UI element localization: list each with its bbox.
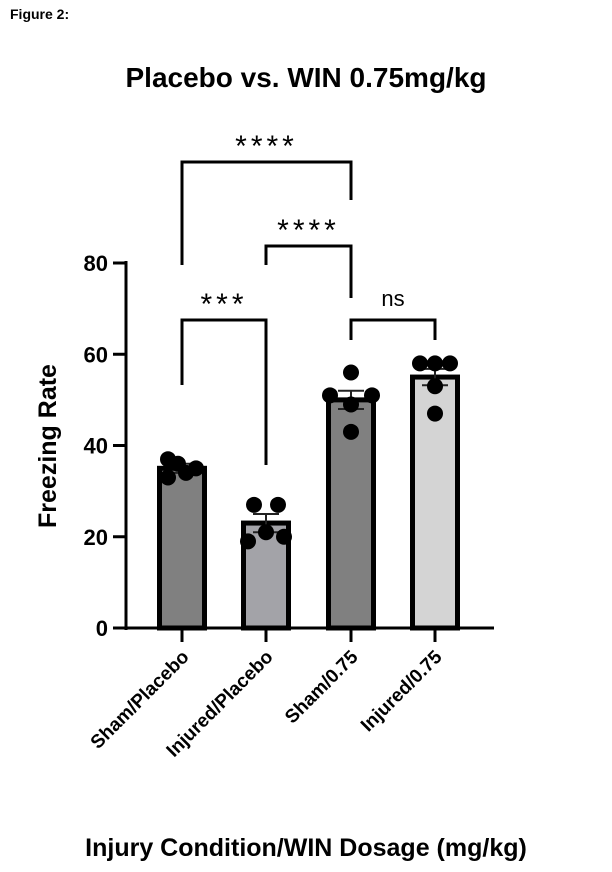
y-tick-label: 80 [84,251,108,276]
bracket-line [264,244,353,298]
data-point [343,364,359,381]
y-tick-label: 20 [84,525,108,550]
bracket-line [349,318,437,340]
data-point [343,396,359,413]
bar-group [240,496,292,631]
bar-group [157,451,207,631]
y-tick-label: 40 [84,434,108,459]
data-point [240,533,256,550]
bracket: **** [180,130,353,265]
data-point [427,355,443,372]
data-point [442,355,458,372]
data-point [276,528,292,545]
data-point [188,460,204,477]
data-point [160,469,176,486]
significance-label: *** [200,288,247,321]
bars [157,355,460,631]
data-point [258,524,274,541]
x-tick-label: Injured/0.75 [357,646,447,736]
significance-label: **** [277,214,340,247]
bar [410,374,460,631]
bracket-line [180,318,268,465]
y-tick-label: 0 [96,616,108,641]
data-point [412,355,428,372]
bracket: ns [349,286,437,340]
significance-label: **** [235,130,298,163]
bracket-line [180,160,353,265]
significance-label: ns [381,286,404,311]
data-point [364,387,380,404]
bracket: **** [264,214,353,298]
significance-brackets: *********** ns [180,130,437,465]
data-point [270,496,286,513]
x-axis-label: Injury Condition/WIN Dosage (mg/kg) [85,834,527,862]
bar-group [410,355,460,631]
data-point [427,405,443,422]
data-point [246,496,262,513]
x-tick-label: Sham/0.75 [281,646,363,728]
y-tick-label: 60 [84,342,108,367]
bracket: *** [180,288,268,465]
chart-title: Placebo vs. WIN 0.75mg/kg [125,62,487,93]
data-point [322,387,338,404]
data-point [427,378,443,395]
figure-label: Figure 2: [10,6,70,22]
data-point [343,423,359,440]
y-axis-label: Freezing Rate [34,364,62,528]
bar-group [322,364,380,631]
bar [157,465,207,631]
